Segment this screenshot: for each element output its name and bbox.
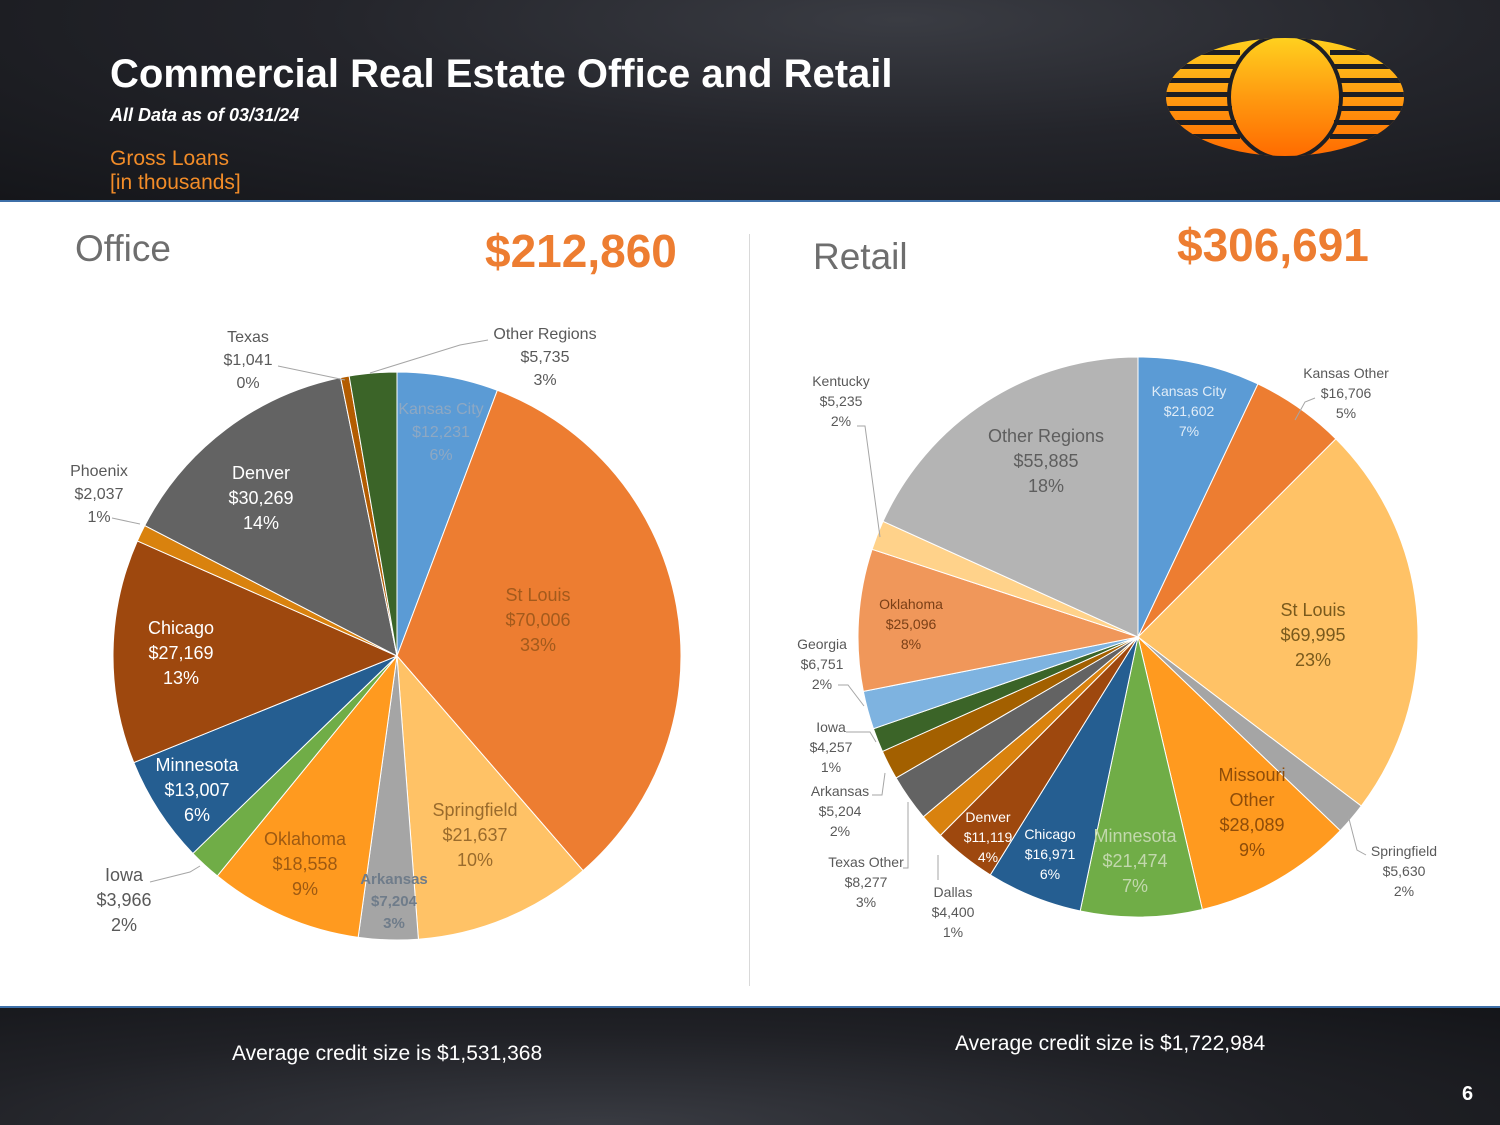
office-slice-oklahoma	[216, 654, 398, 938]
office-label-springfield: Springfield $21,637 10%	[432, 800, 517, 870]
office-label-denver: Denver $30,269 14%	[228, 463, 293, 533]
retail-leader-line-texas-other	[903, 802, 909, 869]
data-date-subtitle: All Data as of 03/31/24	[110, 105, 300, 125]
retail-label-missouri-other: Missouri Other $28,089 9%	[1218, 765, 1285, 860]
retail-label-st-louis: St Louis $69,995 23%	[1280, 600, 1345, 670]
retail-label-kentucky: Kentucky $5,235 2%	[812, 373, 870, 429]
page-title: Commercial Real Estate Office and Retail	[110, 52, 893, 96]
retail-leader-line-springfield	[1347, 814, 1367, 856]
office-leader-line-texas	[277, 365, 346, 381]
retail-pie-chart: Kansas City $21,602 7% Kansas Other $16,706 5…	[797, 356, 1437, 940]
office-label-st-louis: St Louis $70,006 33%	[505, 585, 570, 655]
section-divider	[749, 234, 750, 986]
office-section-label: Office	[75, 228, 171, 269]
office-total: $212,860	[485, 225, 677, 277]
office-label-arkansas: Arkansas $7,204 3%	[360, 871, 428, 932]
page-number: 6	[1462, 1083, 1474, 1105]
retail-slice-minnesota	[1079, 636, 1203, 918]
office-slice-denver	[144, 377, 398, 657]
office-label-minnesota: Minnesota $13,007 6%	[155, 755, 239, 825]
retail-leader-line-kansas-other	[1294, 397, 1316, 421]
office-leader-line-other-regions	[369, 339, 489, 374]
retail-label-other-regions: Other Regions $55,885 18%	[988, 426, 1104, 496]
office-label-oklahoma: Oklahoma $18,558 9%	[264, 829, 347, 899]
office-label-phoenix: Phoenix $2,037 1%	[70, 463, 128, 526]
office-slice-other-regions	[348, 371, 398, 657]
retail-leader-line-georgia	[838, 684, 865, 707]
retail-slice-other-regions	[882, 356, 1139, 638]
office-label-kansas-city: Kansas City $12,231 6%	[398, 401, 483, 464]
office-label-iowa: Iowa $3,966 2%	[96, 865, 151, 935]
gross-loans-line2: [in thousands]	[110, 171, 241, 194]
retail-label-springfield: Springfield $5,630 2%	[1371, 843, 1437, 899]
retail-label-chicago: Chicago $16,971 6%	[1024, 826, 1076, 882]
gross-loans-line1: Gross Loans	[110, 147, 230, 170]
retail-label-dallas: Dallas $4,400 1%	[932, 884, 975, 940]
office-pie-chart: Kansas City $12,231 6% St Louis $70,006 33% Sp…	[70, 326, 682, 941]
retail-slice-oklahoma	[857, 548, 1140, 692]
retail-slice-kansas-city	[1137, 356, 1259, 638]
footer-background	[0, 1008, 1500, 1125]
office-slice-chicago	[112, 540, 399, 764]
office-slice-st-louis	[396, 389, 682, 872]
retail-label-oklahoma: Oklahoma $25,096 8%	[879, 596, 943, 652]
office-average-credit-size: Average credit size is $1,531,368	[232, 1042, 543, 1065]
retail-section-label: Retail	[813, 236, 908, 277]
retail-average-credit-size: Average credit size is $1,722,984	[955, 1032, 1266, 1055]
retail-leader-line-iowa	[846, 731, 877, 743]
retail-slice-st-louis	[1137, 438, 1419, 807]
retail-total: $306,691	[1177, 219, 1369, 271]
gross-loans-caption: Gross Loans [in thousands]	[110, 147, 241, 195]
office-label-other-regions: Other Regions $5,735 3%	[493, 326, 596, 389]
office-leader-line-phoenix	[111, 517, 141, 525]
retail-leader-line-kentucky	[857, 425, 881, 538]
sun-logo-icon	[1166, 38, 1404, 156]
office-label-chicago: Chicago $27,169 13%	[148, 618, 214, 688]
retail-slice-missouri-other	[1137, 635, 1342, 911]
retail-leader-line-arkansas	[872, 772, 886, 796]
office-leader-line-iowa	[149, 865, 201, 883]
retail-label-minnesota: Minnesota $21,474 7%	[1093, 826, 1177, 896]
retail-label-arkansas: Arkansas $5,204 2%	[811, 783, 869, 839]
office-slice-springfield	[396, 654, 584, 940]
retail-label-texas-other: Texas Other $8,277 3%	[828, 854, 904, 910]
retail-label-iowa: Iowa $4,257 1%	[810, 719, 853, 775]
retail-label-kansas-city: Kansas City $21,602 7%	[1152, 383, 1227, 439]
office-label-texas: Texas $1,041 0%	[224, 329, 273, 392]
retail-label-georgia: Georgia $6,751 2%	[797, 636, 847, 692]
retail-label-denver: Denver $11,119 4%	[964, 809, 1013, 865]
retail-label-kansas-other: Kansas Other $16,706 5%	[1303, 365, 1389, 421]
